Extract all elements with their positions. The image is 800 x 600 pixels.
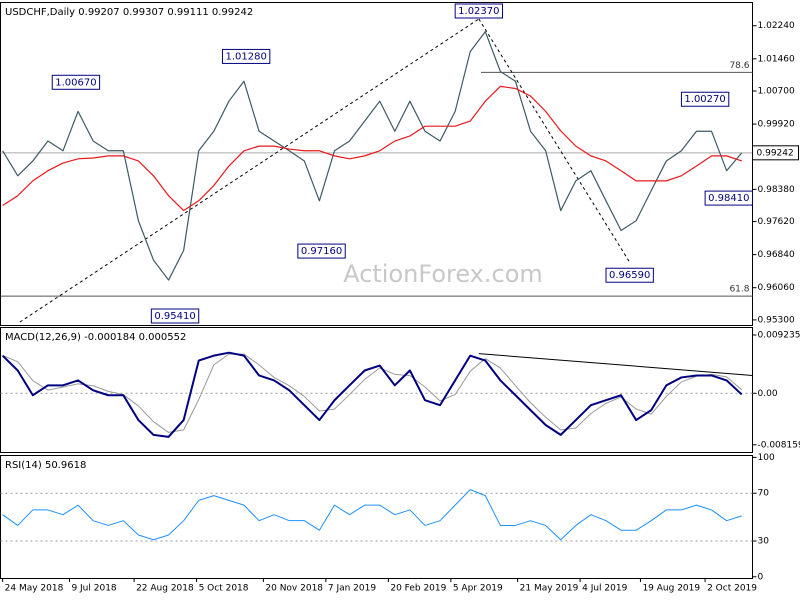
x-tick-label: 19 Aug 2019	[642, 584, 700, 594]
y-tick-label: 0.99920	[758, 120, 795, 130]
y-tick-label: 100	[758, 453, 775, 463]
annotation-box	[680, 91, 730, 107]
panel-frame	[0, 455, 753, 579]
annotation-box	[221, 48, 271, 64]
x-tick-label: 21 May 2019	[520, 584, 579, 594]
y-tick-label: 0	[758, 572, 764, 582]
x-tick-label: 4 Jul 2019	[582, 584, 627, 594]
annotation-box	[454, 3, 504, 19]
fib-label: 78.6	[729, 61, 749, 71]
annotation-label: 1.02370	[458, 6, 499, 17]
y-tick-label: 0.95300	[758, 315, 795, 325]
trendline	[19, 18, 480, 323]
x-tick-label: 5 Apr 2019	[453, 584, 503, 594]
x-tick-label: 24 May 2018	[5, 584, 64, 594]
annotation-label: 1.01280	[225, 51, 266, 62]
last-price-label: 0.99242	[757, 148, 794, 158]
y-tick-label: 30	[758, 536, 770, 546]
y-tick-label: 70	[758, 489, 770, 499]
series-line	[2, 353, 743, 433]
x-tick-label: 22 Aug 2018	[136, 584, 194, 594]
annotation-label: 0.96590	[609, 270, 650, 281]
y-tick-label: 0.00	[758, 389, 778, 399]
x-tick-label: 9 Jul 2018	[71, 584, 116, 594]
annotation-label: 1.00670	[55, 77, 96, 88]
watermark: ActionForex.com	[343, 260, 543, 288]
series-line	[2, 85, 742, 212]
y-tick-label: 1.02240	[758, 21, 795, 31]
annotation-box	[605, 267, 654, 283]
panel-title: MACD(12,26,9) -0.000184 0.000552	[5, 332, 186, 343]
x-tick-label: 2 Oct 2019	[707, 584, 757, 594]
series-line	[1, 351, 743, 438]
panel-frame	[0, 327, 753, 453]
series-line	[2, 31, 743, 281]
y-tick-label: 0.97620	[758, 217, 795, 227]
annotation-label: 0.98410	[708, 193, 749, 204]
annotation-box	[297, 243, 346, 259]
x-tick-label: 20 Feb 2019	[390, 584, 446, 594]
y-tick-label: 1.01460	[758, 54, 795, 64]
trendline	[478, 353, 753, 376]
last-price-box	[752, 145, 799, 161]
y-tick-label: -0.008159	[758, 440, 800, 450]
y-tick-label: 1.00700	[758, 87, 795, 97]
panel-title: USDCHF,Daily 0.99207 0.99307 0.99111 0.9…	[5, 7, 253, 18]
annotation-label: 0.97160	[301, 246, 342, 257]
series-line	[2, 489, 742, 541]
annotation-box	[51, 74, 101, 90]
x-tick-label: 7 Jan 2019	[328, 584, 376, 594]
annotation-box	[150, 308, 200, 324]
fib-label: 61.8	[729, 285, 749, 295]
x-tick-label: 20 Nov 2018	[265, 584, 323, 594]
y-tick-label: 0.96060	[758, 283, 795, 293]
y-tick-label: 0.98380	[758, 185, 795, 195]
x-tick-label: 5 Oct 2018	[199, 584, 249, 594]
y-tick-label: 0.009235	[758, 330, 800, 340]
annotation-label: 1.00270	[684, 94, 725, 105]
annotation-label: 0.95410	[154, 311, 195, 322]
y-tick-label: 0.96840	[758, 250, 795, 260]
panel-title: RSI(14) 50.9618	[5, 460, 86, 471]
annotation-box	[704, 190, 753, 206]
